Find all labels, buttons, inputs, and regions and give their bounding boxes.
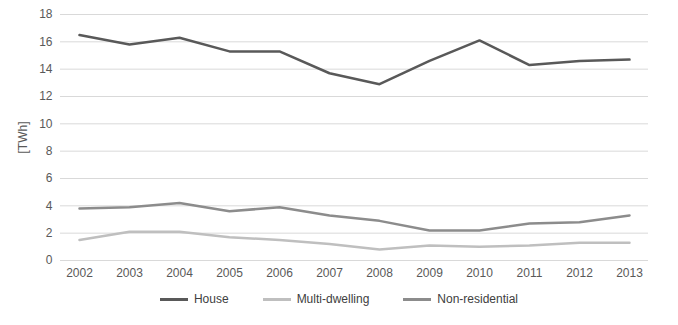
svg-text:2010: 2010 (466, 266, 493, 280)
svg-text:2007: 2007 (316, 266, 343, 280)
html-text:House: House (193, 292, 229, 306)
svg-text:2005: 2005 (216, 266, 243, 280)
svg-text:[TWh]: [TWh] (16, 122, 30, 154)
svg-text:2009: 2009 (416, 266, 443, 280)
svg-text:2003: 2003 (116, 266, 143, 280)
svg-text:0: 0 (46, 253, 53, 267)
svg-text:2011: 2011 (517, 266, 543, 280)
svg-text:2002: 2002 (66, 266, 93, 280)
svg-text:4: 4 (46, 199, 53, 213)
svg-text:12: 12 (39, 89, 53, 103)
svg-text:2012: 2012 (566, 266, 593, 280)
html-text:Multi-dwelling: Multi-dwelling (296, 292, 370, 306)
svg-text:16: 16 (39, 35, 53, 49)
svg-text:2013: 2013 (616, 266, 643, 280)
svg-text:8: 8 (46, 144, 53, 158)
svg-text:2: 2 (46, 226, 53, 240)
html-text:Non-residential: Non-residential (437, 292, 518, 306)
svg-text:14: 14 (39, 62, 53, 76)
svg-text:18: 18 (39, 7, 53, 21)
svg-text:2004: 2004 (166, 266, 193, 280)
svg-text:2008: 2008 (366, 266, 393, 280)
svg-text:2006: 2006 (266, 266, 293, 280)
svg-text:6: 6 (46, 171, 53, 185)
svg-text:10: 10 (39, 117, 53, 131)
